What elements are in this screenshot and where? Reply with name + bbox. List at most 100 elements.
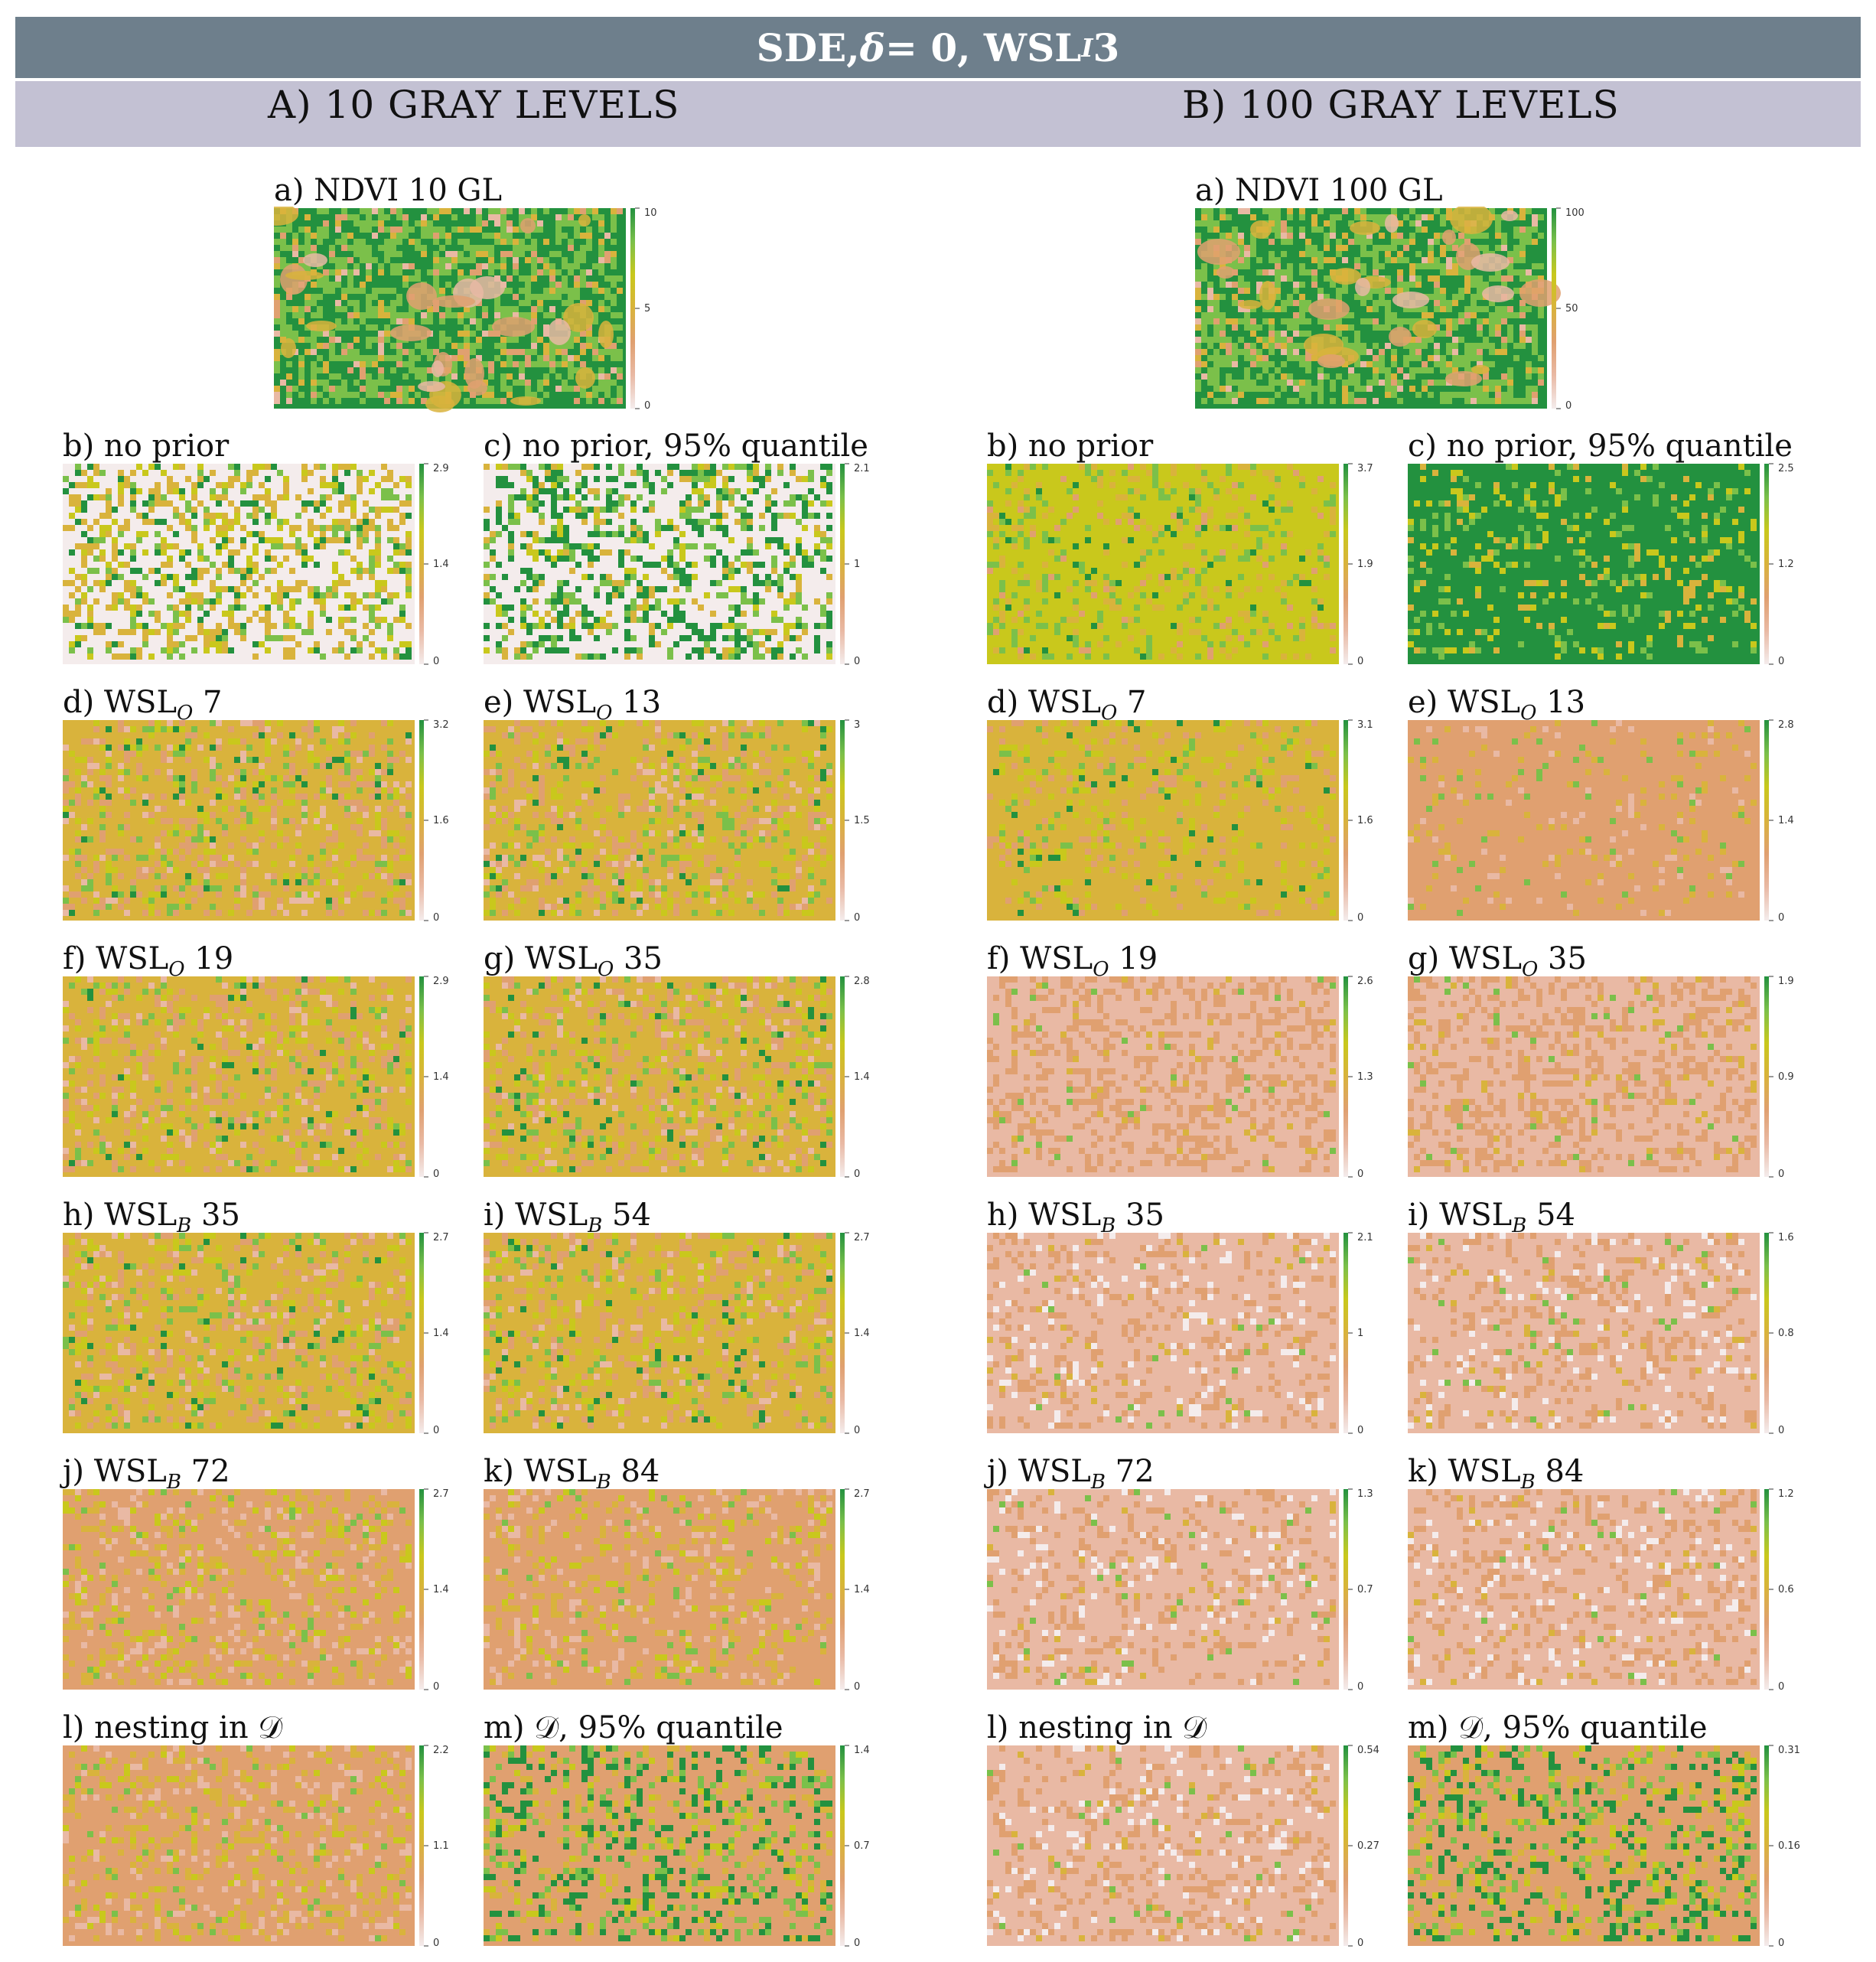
- colorbar: [840, 1233, 845, 1433]
- map-texture: [1408, 1233, 1757, 1429]
- panel-label: c) no prior, 95% quantile: [1408, 429, 1793, 464]
- colorbar-tick-label: 1.4: [854, 1745, 870, 1756]
- colorbar-tick-label: 5: [644, 303, 650, 315]
- map-figure: 1.2 0.6 0: [1408, 1488, 1794, 1693]
- panel-label-subscript: O: [596, 702, 613, 725]
- colorbar-tick-label: 1.4: [854, 1328, 870, 1339]
- map-figure: 100 50 0: [1195, 207, 1585, 412]
- panel-label-text: c) no prior, 95% quantile: [484, 429, 868, 464]
- panel-a-a: a) NDVI 10 GL 10 5 0: [274, 173, 687, 415]
- map-figure: 2.7 1.4 0: [484, 1232, 870, 1436]
- map-texture: [63, 1233, 412, 1429]
- colorbar-tick-label: 0: [1357, 656, 1363, 667]
- panel-label-text: g) WSL: [1408, 941, 1523, 976]
- panel-label: m) 𝒟, 95% quantile: [1408, 1710, 1708, 1745]
- panel-label-subscript: O: [1093, 958, 1109, 981]
- colorbar: [1764, 976, 1769, 1177]
- map-figure: 2.1 1 0: [987, 1232, 1373, 1436]
- panel-b-d: d) WSLO 7 3.1 1.6 0: [987, 685, 1400, 927]
- colorbar: [1764, 1233, 1769, 1433]
- colorbar: [1343, 976, 1348, 1177]
- colorbar-tick-label: 0: [433, 1425, 439, 1436]
- panel-label-text: g) WSL: [484, 941, 598, 976]
- colorbar-tick-label: 0: [433, 1938, 439, 1949]
- panel-label: j) WSLB 72: [63, 1454, 230, 1494]
- panel-label: e) WSLO 13: [484, 685, 661, 725]
- panel-b-l: l) nesting in 𝒟 0.54 0.27 0: [987, 1710, 1400, 1952]
- colorbar: [419, 720, 424, 921]
- colorbar-tick-label: 0.27: [1357, 1840, 1379, 1852]
- map-figure: 2.6 1.3 0: [987, 976, 1373, 1180]
- colorbar-tick-label: 0: [854, 1425, 860, 1436]
- panel-label-suffix: 84: [1535, 1454, 1585, 1489]
- panel-label: h) WSLB 35: [987, 1198, 1164, 1237]
- panel-label: j) WSLB 72: [987, 1454, 1155, 1494]
- colorbar-tick-label: 0.7: [1357, 1584, 1373, 1595]
- panel-label: a) NDVI 100 GL: [1195, 173, 1443, 208]
- map-figure: 2.9 1.4 0: [63, 463, 449, 667]
- colorbar: [1343, 1489, 1348, 1690]
- colorbar-tick-label: 0: [433, 1168, 439, 1180]
- panel-label-subscript: B: [588, 1214, 603, 1237]
- map-texture: [987, 1489, 1336, 1685]
- panel-label-text: b) no prior: [987, 429, 1154, 464]
- panel-label: f) WSLO 19: [987, 941, 1158, 981]
- panel-label-subscript: O: [1522, 958, 1539, 981]
- colorbar-tick-label: 0: [1357, 912, 1363, 924]
- map-texture: [63, 976, 412, 1172]
- map-figure: 1.6 0.8 0: [1408, 1232, 1794, 1436]
- colorbar-tick-label: 1: [1357, 1328, 1363, 1339]
- colorbar: [1764, 1745, 1769, 1946]
- map-texture: [1408, 464, 1757, 660]
- map-figure: 3.1 1.6 0: [987, 719, 1373, 924]
- colorbar: [630, 208, 635, 409]
- colorbar-tick-label: 0.6: [1778, 1584, 1794, 1595]
- panel-label-suffix: 72: [1105, 1454, 1155, 1489]
- panel-label: d) WSLO 7: [63, 685, 223, 725]
- colorbar-tick-label: 3: [854, 719, 860, 731]
- panel-label-suffix: 7: [193, 685, 223, 720]
- colorbar: [840, 976, 845, 1177]
- colorbar-tick-label: 0.8: [1778, 1328, 1794, 1339]
- colorbar-tick-label: 1.3: [1357, 1071, 1373, 1083]
- colorbar-tick-label: 0: [1778, 1681, 1784, 1693]
- colorbar-tick-label: 0.54: [1357, 1745, 1379, 1756]
- map-figure: 3.2 1.6 0: [63, 719, 449, 924]
- colorbar-tick-label: 1.6: [1357, 815, 1373, 826]
- colorbar-tick-label: 2.7: [433, 1488, 449, 1500]
- colorbar-tick-label: 0: [854, 1681, 860, 1693]
- colorbar-tick-label: 2.9: [433, 463, 449, 474]
- map-texture: [987, 1233, 1336, 1429]
- map-figure: 2.7 1.4 0: [484, 1488, 870, 1693]
- panel-label: i) WSLB 54: [1408, 1198, 1575, 1237]
- map-figure: 2.9 1.4 0: [63, 976, 449, 1180]
- map-figure: 2.8 1.4 0: [1408, 719, 1794, 924]
- colorbar-tick-label: 2.8: [1778, 719, 1794, 731]
- panel-label-suffix: 54: [1526, 1198, 1575, 1233]
- panel-label-text: d) WSL: [63, 685, 178, 720]
- title-sub: I: [1081, 32, 1093, 63]
- panel-label: d) WSLO 7: [987, 685, 1147, 725]
- panel-label-suffix: 13: [612, 685, 662, 720]
- colorbar: [1764, 1489, 1769, 1690]
- panel-label-subscript: B: [1090, 1471, 1106, 1494]
- panel-label-subscript: O: [598, 958, 614, 981]
- panel-label: e) WSLO 13: [1408, 685, 1585, 725]
- colorbar: [419, 1489, 424, 1690]
- panel-b-g: g) WSLO 35 1.9 0.9 0: [1408, 941, 1821, 1183]
- colorbar-tick-label: 0: [1778, 1425, 1784, 1436]
- colorbar-tick-label: 0: [1357, 1938, 1363, 1949]
- colorbar: [1343, 1233, 1348, 1433]
- colorbar-tick-label: 0.31: [1778, 1745, 1800, 1756]
- colorbar: [419, 1745, 424, 1946]
- colorbar-tick-label: 0.16: [1778, 1840, 1800, 1852]
- colorbar-tick-label: 2.5: [1778, 463, 1794, 474]
- panel-b-f: f) WSLO 19 2.6 1.3 0: [987, 941, 1400, 1183]
- colorbar-tick-label: 0.9: [1778, 1071, 1794, 1083]
- colorbar-tick-label: 1.9: [1357, 559, 1373, 570]
- panel-label-text: m) 𝒟, 95% quantile: [1408, 1710, 1708, 1745]
- colorbar: [840, 1745, 845, 1946]
- panel-b-j: j) WSLB 72 1.3 0.7 0: [987, 1454, 1400, 1696]
- colorbar-tick-label: 1.1: [433, 1840, 449, 1852]
- map-figure: 2.7 1.4 0: [63, 1488, 449, 1693]
